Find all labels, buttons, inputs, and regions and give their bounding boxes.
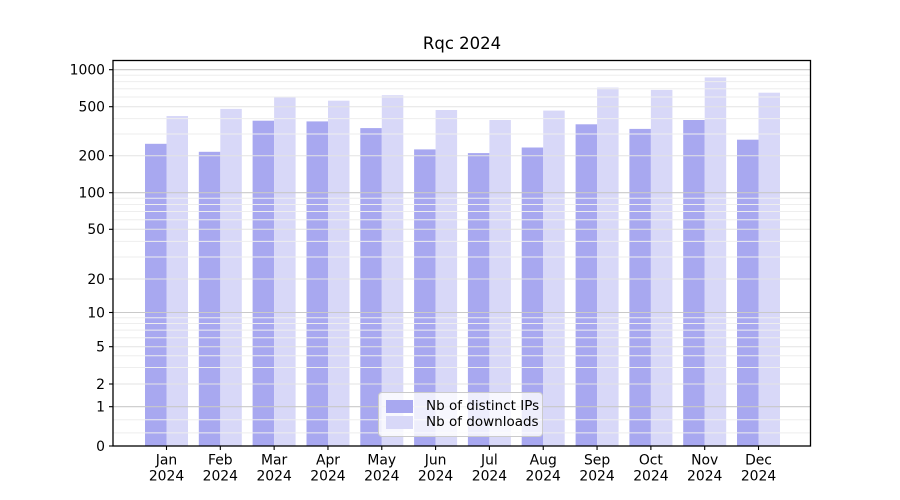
legend-swatch-distinct-ips (386, 399, 413, 413)
x-tick-label-month: Sep (584, 453, 610, 469)
ticks-group: 01251020501002005001000Jan2024Feb2024Mar… (70, 63, 777, 485)
y-tick-label: 200 (78, 149, 105, 165)
legend: Nb of distinct IPs Nb of downloads (378, 392, 543, 437)
x-tick-label-month: Nov (691, 453, 718, 469)
x-tick-label-month: Jun (424, 453, 447, 469)
bar-feb-ips (198, 151, 221, 447)
x-tick-label-month: Aug (530, 453, 557, 469)
bar-sep-downloads (597, 87, 619, 446)
x-tick-label-month: Apr (316, 453, 340, 469)
bar-oct-ips (629, 128, 651, 446)
y-tick-label: 1000 (70, 63, 105, 79)
x-tick-label-month: Dec (745, 453, 772, 469)
x-tick-label-year: 2024 (418, 469, 454, 485)
bar-jun-downloads (435, 110, 458, 446)
y-tick-label: 10 (87, 305, 105, 321)
x-tick-label-month: May (367, 453, 396, 469)
bar-aug-downloads (543, 110, 565, 446)
y-tick-label: 1 (96, 400, 105, 416)
bar-may-downloads (381, 95, 404, 446)
bar-jul-downloads (489, 120, 511, 446)
x-tick-label-year: 2024 (526, 469, 562, 485)
bar-jan-downloads (166, 116, 188, 446)
bar-sep-ips (575, 124, 598, 447)
x-tick-label-year: 2024 (741, 469, 777, 485)
x-tick-label-month: Jul (480, 453, 498, 469)
y-tick-label: 0 (96, 439, 105, 455)
bar-nov-downloads (704, 77, 727, 447)
bar-jan-ips (145, 143, 167, 447)
bar-feb-downloads (220, 108, 242, 447)
y-tick-label: 50 (87, 222, 105, 238)
bar-aug-ips (521, 147, 544, 446)
bar-mar-ips (252, 120, 275, 446)
y-tick-label: 20 (87, 272, 105, 288)
y-tick-label: 500 (78, 100, 105, 116)
x-tick-label-year: 2024 (472, 469, 508, 485)
bar-apr-downloads (328, 100, 350, 446)
bar-jun-ips (414, 149, 436, 446)
bar-may-ips (360, 128, 382, 446)
y-tick-label: 2 (96, 377, 105, 393)
legend-entry-1: Nb of downloads (386, 414, 542, 430)
chart-title: Rqc 2024 (422, 34, 502, 53)
bars-group (145, 77, 780, 447)
x-tick-label-year: 2024 (687, 469, 723, 485)
x-tick-label-month: Feb (208, 453, 233, 469)
bar-jul-ips (467, 153, 490, 446)
x-tick-label-year: 2024 (633, 469, 669, 485)
bar-oct-downloads (650, 89, 673, 447)
x-tick-label-year: 2024 (256, 469, 292, 485)
bar-dec-downloads (758, 92, 780, 446)
bar-dec-ips (737, 139, 759, 446)
legend-swatch-downloads (386, 416, 413, 430)
axes-frame (112, 59, 812, 447)
legend-entry-0: Nb of distinct IPs (386, 397, 542, 414)
bar-mar-downloads (274, 96, 296, 446)
y-tick-label: 100 (78, 186, 105, 202)
x-tick-label-month: Jan (155, 453, 177, 469)
x-tick-label-year: 2024 (364, 469, 400, 485)
x-tick-label-year: 2024 (149, 469, 185, 485)
y-tick-label: 5 (96, 340, 105, 356)
x-tick-label-year: 2024 (203, 469, 239, 485)
x-tick-label-month: Mar (261, 453, 287, 469)
x-tick-label-month: Oct (639, 453, 664, 469)
bar-nov-ips (683, 120, 705, 446)
x-tick-label-year: 2024 (579, 469, 615, 485)
x-tick-label-year: 2024 (310, 469, 346, 485)
legend-label: Nb of distinct IPs (426, 397, 540, 414)
bar-apr-ips (306, 121, 328, 447)
legend-label: Nb of downloads (426, 414, 539, 430)
